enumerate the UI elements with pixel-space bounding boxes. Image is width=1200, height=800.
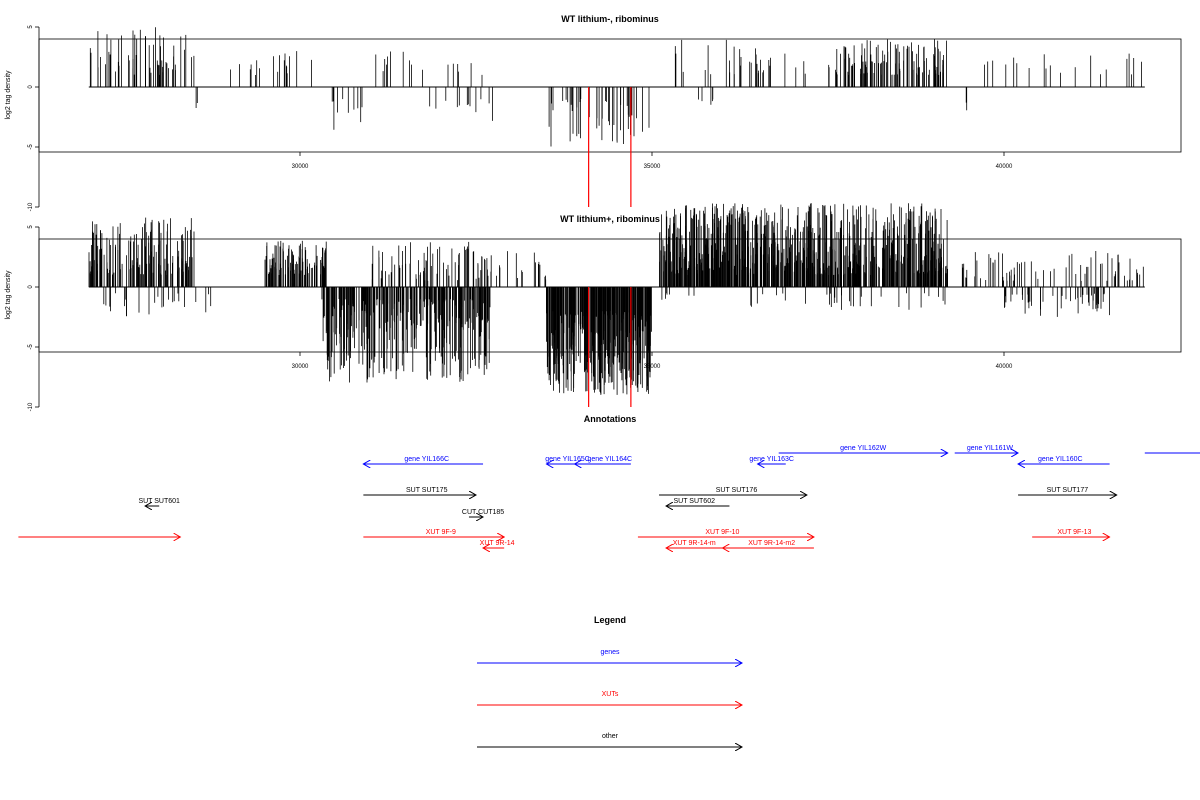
panel-1-ylabel: log2 tag density (5, 70, 12, 120)
annotation-label-5: gene YIL161W (967, 445, 1014, 452)
x-tick-label: 40000 (996, 164, 1013, 170)
annotation-label-11: SUT SUT601 (138, 498, 180, 505)
legend-label-genes: genes (600, 649, 620, 656)
annotation-label-19: XUT 9R-14-m (673, 540, 716, 547)
legend-label-other: other (602, 733, 619, 740)
legend-panel: Legend genes XUTs other (477, 615, 742, 747)
annotation-label-8: SUT SUT175 (406, 487, 448, 494)
annotation-label-18: XUT 9R-14 (480, 540, 515, 547)
panel-lithium-minus: WT lithium-, ribominus -10 -5 0 5 30000 35000… (5, 14, 1182, 211)
panel-1-title: WT lithium-, ribominus (561, 14, 659, 24)
x-tick-label: 30000 (292, 164, 309, 170)
y-tick-label: -10 (28, 202, 34, 211)
panel-2-bars (88, 203, 1144, 395)
y-tick-label: -5 (28, 144, 34, 150)
y-tick-label: 5 (28, 25, 34, 29)
annotation-label-17: XUT 9F-13 (1057, 529, 1091, 536)
annotations-panel: Annotations gene YIL166C gene YIL165Cgene… (18, 414, 1200, 548)
annotation-label-0: gene YIL166C (404, 456, 449, 463)
panel-lithium-plus: WT lithium+, ribominus -10 -5 0 5 30000 35000… (5, 203, 1182, 411)
annotation-label-12: SUT SUT602 (673, 498, 715, 505)
legend-title: Legend (594, 615, 626, 625)
legend-items: genes XUTs other (477, 649, 742, 747)
panel-2-axes: -10 -5 0 5 30000 35000 40000 (28, 225, 1145, 411)
y-tick-label: 0 (28, 85, 34, 89)
annotation-label-10: SUT SUT177 (1047, 487, 1089, 494)
annotation-label-9: SUT SUT176 (716, 487, 758, 494)
y-tick-label: -10 (28, 402, 34, 411)
y-tick-label: -5 (28, 344, 34, 350)
y-tick-label: 5 (28, 225, 34, 229)
annotation-label-16: XUT 9F-10 (705, 529, 739, 536)
panel-1-axes: -10 -5 0 5 30000 35000 40000 (28, 25, 1145, 211)
annotations-title: Annotations (584, 414, 637, 424)
annotation-label-13: CUT CUT185 (462, 509, 504, 516)
panel-1-bars (89, 27, 1142, 147)
panel-2-ylabel: log2 tag density (5, 270, 12, 320)
x-tick-label: 40000 (996, 364, 1013, 370)
panel-1-frame (38, 38, 1182, 153)
annotation-label-20: XUT 9R-14-m2 (748, 540, 795, 547)
annotation-label-1: gene YIL165C (545, 456, 590, 463)
annotation-label-2: gene YIL164C (587, 456, 632, 463)
annotation-label-3: gene YIL163C (749, 456, 794, 463)
x-tick-label: 35000 (644, 364, 661, 370)
legend-label-XUTs: XUTs (602, 691, 619, 698)
x-tick-label: 35000 (644, 164, 661, 170)
annotation-label-4: gene YIL162W (840, 445, 887, 452)
annotation-label-6: gene YIL160C (1038, 456, 1083, 463)
x-tick-label: 30000 (292, 364, 309, 370)
y-tick-label: 0 (28, 285, 34, 289)
annotation-label-15: XUT 9F-9 (426, 529, 456, 536)
panel-2-title: WT lithium+, ribominus (560, 214, 660, 224)
